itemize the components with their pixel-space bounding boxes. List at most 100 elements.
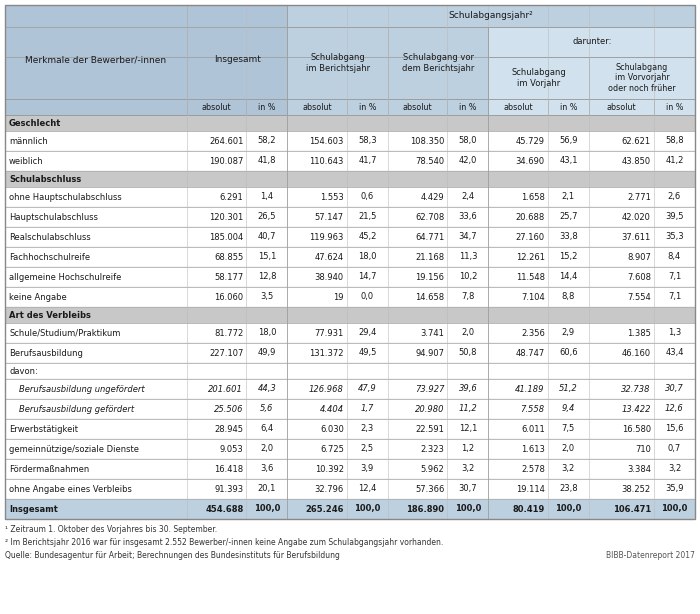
Bar: [5, 363, 695, 379]
Text: 201.601: 201.601: [209, 384, 244, 394]
Text: 2,0: 2,0: [562, 445, 575, 454]
Text: absolut: absolut: [607, 103, 636, 112]
Text: 30,7: 30,7: [665, 384, 684, 394]
Text: 37.611: 37.611: [622, 233, 651, 241]
Bar: [288, 27, 388, 99]
Text: 2.578: 2.578: [521, 465, 545, 473]
Bar: [5, 267, 695, 287]
Text: 131.372: 131.372: [309, 349, 344, 357]
Bar: [5, 151, 695, 171]
Text: 20.688: 20.688: [516, 212, 545, 222]
Text: 34.690: 34.690: [516, 157, 545, 166]
Text: Insgesamt: Insgesamt: [9, 505, 58, 513]
Text: 2,0: 2,0: [260, 445, 274, 454]
Text: 33,8: 33,8: [559, 233, 578, 241]
Text: 49,9: 49,9: [258, 349, 276, 357]
Text: 190.087: 190.087: [209, 157, 244, 166]
Text: Merkmale der Bewerber/-innen: Merkmale der Bewerber/-innen: [25, 55, 167, 64]
Text: 45,2: 45,2: [358, 233, 377, 241]
Text: 14,4: 14,4: [559, 273, 578, 281]
Bar: [5, 499, 695, 519]
Text: 100,0: 100,0: [455, 505, 481, 513]
Text: Art des Verbleibs: Art des Verbleibs: [9, 311, 91, 319]
Text: BIBB-Datenreport 2017: BIBB-Datenreport 2017: [606, 551, 695, 560]
Text: Berufsausbildung gefördert: Berufsausbildung gefördert: [19, 405, 134, 413]
Text: 48.747: 48.747: [516, 349, 545, 357]
Text: in %: in %: [666, 103, 683, 112]
Text: 18,0: 18,0: [358, 252, 377, 262]
Text: 6.725: 6.725: [320, 445, 344, 454]
Text: 7,1: 7,1: [668, 273, 681, 281]
Bar: [5, 227, 695, 247]
Text: 7.608: 7.608: [627, 273, 651, 281]
Text: 12,1: 12,1: [458, 424, 477, 433]
Text: 42.020: 42.020: [622, 212, 651, 222]
Text: 34,7: 34,7: [458, 233, 477, 241]
Text: 5.962: 5.962: [421, 465, 444, 473]
Text: 27.160: 27.160: [516, 233, 545, 241]
Text: in %: in %: [559, 103, 577, 112]
Bar: [5, 399, 695, 419]
Bar: [5, 187, 695, 207]
Text: 14,7: 14,7: [358, 273, 377, 281]
Text: 41,2: 41,2: [665, 157, 684, 166]
Text: 1.385: 1.385: [627, 328, 651, 338]
Text: 3,2: 3,2: [461, 465, 475, 473]
Text: in %: in %: [258, 103, 276, 112]
Text: 26,5: 26,5: [258, 212, 277, 222]
Bar: [5, 307, 695, 323]
Text: 25.506: 25.506: [214, 405, 244, 413]
Bar: [388, 27, 489, 99]
Text: 38.252: 38.252: [622, 484, 651, 494]
Bar: [288, 99, 346, 115]
Text: 7,1: 7,1: [668, 292, 681, 301]
Text: 43,4: 43,4: [665, 349, 684, 357]
Text: 5,6: 5,6: [260, 405, 274, 413]
Text: 51,2: 51,2: [559, 384, 578, 394]
Text: 12,8: 12,8: [258, 273, 277, 281]
Text: weiblich: weiblich: [9, 157, 43, 166]
Text: 10,2: 10,2: [458, 273, 477, 281]
Text: 119.963: 119.963: [309, 233, 344, 241]
Text: 47.624: 47.624: [315, 252, 344, 262]
Text: 6.030: 6.030: [320, 424, 344, 433]
Bar: [5, 171, 695, 187]
Text: 30,7: 30,7: [458, 484, 477, 494]
Text: 264.601: 264.601: [209, 136, 244, 146]
Text: 60,6: 60,6: [559, 349, 578, 357]
Text: 6.011: 6.011: [521, 424, 545, 433]
Text: 12,6: 12,6: [665, 405, 684, 413]
Text: 25,7: 25,7: [559, 212, 578, 222]
Text: Erwerbstätigkeit: Erwerbstätigkeit: [9, 424, 78, 433]
Text: Fachhochschulreife: Fachhochschulreife: [9, 252, 90, 262]
Bar: [5, 323, 695, 343]
Text: 58,2: 58,2: [258, 136, 277, 146]
Text: 2,9: 2,9: [562, 328, 575, 338]
Text: 6.291: 6.291: [220, 193, 244, 201]
Text: 16.060: 16.060: [214, 292, 244, 301]
Text: 154.603: 154.603: [309, 136, 344, 146]
Text: 9,4: 9,4: [561, 405, 575, 413]
Text: 40,7: 40,7: [258, 233, 277, 241]
Text: 19.156: 19.156: [415, 273, 444, 281]
Text: 1,4: 1,4: [260, 193, 274, 201]
Text: Schulabgang
im Berichtsjahr: Schulabgang im Berichtsjahr: [306, 53, 370, 72]
Text: 68.855: 68.855: [214, 252, 244, 262]
Text: 19: 19: [333, 292, 344, 301]
Text: 1.553: 1.553: [320, 193, 344, 201]
Text: 45.729: 45.729: [516, 136, 545, 146]
Bar: [5, 131, 695, 151]
Bar: [5, 207, 695, 227]
Text: Quelle: Bundesagentur für Arbeit; Berechnungen des Bundesinstituts für Berufsbil: Quelle: Bundesagentur für Arbeit; Berech…: [5, 551, 340, 560]
Text: 10.392: 10.392: [315, 465, 344, 473]
Text: 50,8: 50,8: [458, 349, 477, 357]
Text: 32.738: 32.738: [622, 384, 651, 394]
Text: 77.931: 77.931: [314, 328, 344, 338]
Text: Schule/Studium/Praktikum: Schule/Studium/Praktikum: [9, 328, 120, 338]
Text: 265.246: 265.246: [305, 505, 344, 513]
Bar: [5, 99, 187, 115]
Bar: [654, 99, 695, 115]
Text: 185.004: 185.004: [209, 233, 244, 241]
Text: 12.261: 12.261: [516, 252, 545, 262]
Text: 2,4: 2,4: [461, 193, 475, 201]
